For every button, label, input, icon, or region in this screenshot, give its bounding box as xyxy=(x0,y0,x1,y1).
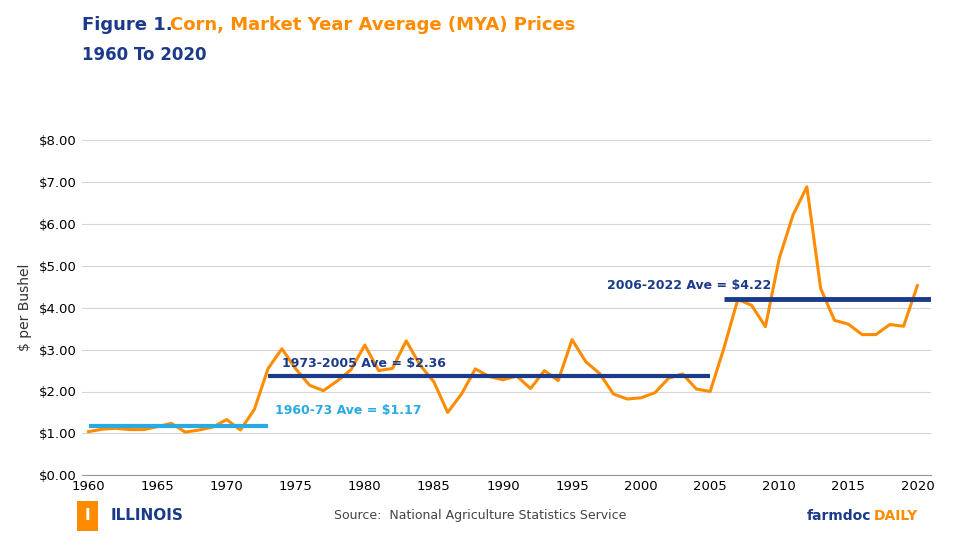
Text: Corn, Market Year Average (MYA) Prices: Corn, Market Year Average (MYA) Prices xyxy=(170,16,575,34)
Text: farmdoc: farmdoc xyxy=(807,509,872,523)
Text: DAILY: DAILY xyxy=(874,509,918,523)
Text: 1973-2005 Ave = $2.36: 1973-2005 Ave = $2.36 xyxy=(282,357,445,370)
Text: Source:  National Agriculture Statistics Service: Source: National Agriculture Statistics … xyxy=(334,509,626,522)
Text: 1960 To 2020: 1960 To 2020 xyxy=(82,46,206,64)
Text: I: I xyxy=(84,508,90,523)
Text: ILLINOIS: ILLINOIS xyxy=(110,508,183,523)
Text: Figure 1.: Figure 1. xyxy=(82,16,184,34)
Text: 2006-2022 Ave = $4.22: 2006-2022 Ave = $4.22 xyxy=(607,279,771,292)
Text: 1960-73 Ave = $1.17: 1960-73 Ave = $1.17 xyxy=(275,404,421,417)
Y-axis label: $ per Bushel: $ per Bushel xyxy=(18,264,32,352)
